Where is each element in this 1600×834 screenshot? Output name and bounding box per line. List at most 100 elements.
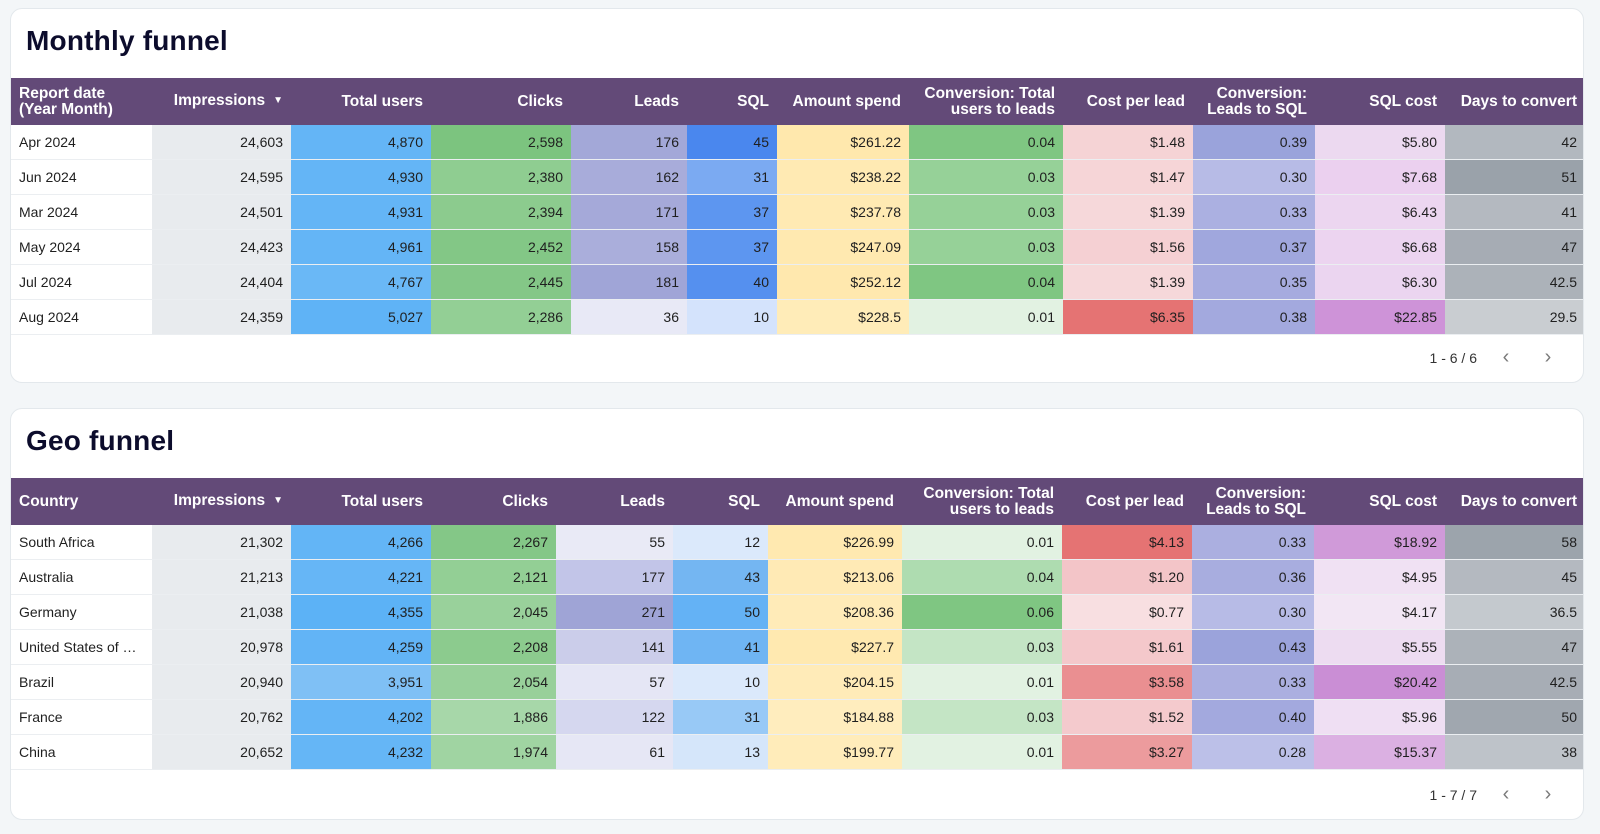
row-label-cell: Aug 2024	[11, 299, 152, 335]
column-header-report-date-year-month[interactable]: Report date (Year Month)	[11, 78, 152, 125]
value-cell-sql-cost: $5.80	[1315, 125, 1445, 160]
value-cell-sql: 37	[687, 194, 777, 230]
column-header-conversion-leads-to-sql[interactable]: Conversion: Leads to SQL	[1193, 78, 1315, 125]
sort-descending-icon[interactable]: ▼	[273, 94, 283, 106]
column-header-label: Country	[19, 492, 79, 510]
column-header-clicks[interactable]: Clicks	[431, 478, 556, 525]
table-row[interactable]: Aug 2024 24,359 5,027 2,286 36 10 $228.5 0.01 $6…	[11, 299, 1583, 335]
value-cell-conversion-total-users-to-leads: 0.03	[909, 229, 1063, 265]
value-cell-sql-cost: $18.92	[1314, 525, 1445, 560]
table-row[interactable]: Jul 2024 24,404 4,767 2,445 181 40 $252.12 0.04…	[11, 264, 1583, 300]
value-cell-amount-spend: $247.09	[777, 229, 909, 265]
previous-page-icon[interactable]: ‹	[1502, 783, 1510, 805]
column-header-sql-cost[interactable]: SQL cost	[1314, 478, 1445, 525]
column-header-sql[interactable]: SQL	[687, 78, 777, 125]
row-label-cell: Brazil	[11, 664, 152, 700]
value-cell-conversion-leads-to-sql: 0.36	[1192, 559, 1314, 595]
column-header-country[interactable]: Country	[11, 478, 152, 525]
monthly-pagination: 1 - 6 / 6 ‹ ›	[1430, 346, 1561, 369]
column-header-days-to-convert[interactable]: Days to convert	[1445, 78, 1583, 125]
value-cell-days-to-convert: 42.5	[1445, 664, 1583, 700]
column-header-amount-spend[interactable]: Amount spend	[777, 78, 909, 125]
table-row[interactable]: China 20,652 4,232 1,974 61 13 $199.77 0.01 $3.2…	[11, 734, 1583, 770]
value-cell-conversion-total-users-to-leads: 0.01	[902, 664, 1062, 700]
value-cell-leads: 176	[571, 125, 687, 160]
value-cell-conversion-total-users-to-leads: 0.03	[909, 159, 1063, 195]
table-row[interactable]: Mar 2024 24,501 4,931 2,394 171 37 $237.78 0.03…	[11, 194, 1583, 230]
column-header-sql-cost[interactable]: SQL cost	[1315, 78, 1445, 125]
column-header-total-users[interactable]: Total users	[291, 478, 431, 525]
column-header-impressions[interactable]: Impressions ▼	[152, 478, 291, 525]
row-label-cell: Mar 2024	[11, 194, 152, 230]
column-header-sql[interactable]: SQL	[673, 478, 768, 525]
value-cell-amount-spend: $213.06	[768, 559, 902, 595]
column-header-days-to-convert[interactable]: Days to convert	[1445, 478, 1583, 525]
column-header-label: Amount spend	[785, 492, 895, 510]
value-cell-days-to-convert: 50	[1445, 699, 1583, 735]
value-cell-leads: 158	[571, 229, 687, 265]
value-cell-leads: 271	[556, 594, 673, 630]
column-header-total-users[interactable]: Total users	[291, 78, 431, 125]
next-page-icon[interactable]: ›	[1544, 346, 1552, 368]
value-cell-cost-per-lead: $1.48	[1063, 125, 1193, 160]
monthly-funnel-table: Report date (Year Month) Impressions ▼ Tota…	[11, 78, 1583, 335]
value-cell-leads: 177	[556, 559, 673, 595]
column-header-label: SQL cost	[1369, 92, 1437, 110]
column-header-conversion-leads-to-sql[interactable]: Conversion: Leads to SQL	[1192, 478, 1314, 525]
column-header-cost-per-lead[interactable]: Cost per lead	[1062, 478, 1192, 525]
table-row[interactable]: May 2024 24,423 4,961 2,452 158 37 $247.09 0.03…	[11, 229, 1583, 265]
value-cell-sql: 43	[673, 559, 768, 595]
value-cell-total-users: 4,930	[291, 159, 431, 195]
value-cell-leads: 122	[556, 699, 673, 735]
value-cell-conversion-total-users-to-leads: 0.04	[909, 264, 1063, 300]
column-header-label: Cost per lead	[1085, 492, 1184, 510]
value-cell-amount-spend: $199.77	[768, 734, 902, 770]
column-header-conversion-total-users-to-leads[interactable]: Conversion: Total users to leads	[909, 78, 1063, 125]
table-row[interactable]: Apr 2024 24,603 4,870 2,598 176 45 $261.22 0.04…	[11, 125, 1583, 160]
column-header-clicks[interactable]: Clicks	[431, 78, 571, 125]
column-header-label: SQL	[737, 92, 769, 110]
column-header-leads[interactable]: Leads	[556, 478, 673, 525]
value-cell-amount-spend: $204.15	[768, 664, 902, 700]
value-cell-total-users: 3,951	[291, 664, 431, 700]
table-row[interactable]: United States of … 20,978 4,259 2,208 141 41 $…	[11, 629, 1583, 665]
table-row[interactable]: Germany 21,038 4,355 2,045 271 50 $208.36 0.06 $…	[11, 594, 1583, 630]
value-cell-cost-per-lead: $1.56	[1063, 229, 1193, 265]
column-header-label: Total users	[341, 92, 423, 110]
table-row[interactable]: Australia 21,213 4,221 2,121 177 43 $213.06 0.0…	[11, 559, 1583, 595]
value-cell-conversion-leads-to-sql: 0.38	[1193, 299, 1315, 335]
value-cell-conversion-leads-to-sql: 0.33	[1192, 525, 1314, 560]
table-row[interactable]: Brazil 20,940 3,951 2,054 57 10 $204.15 0.01 $3.…	[11, 664, 1583, 700]
value-cell-conversion-leads-to-sql: 0.43	[1192, 629, 1314, 665]
next-page-icon[interactable]: ›	[1544, 783, 1552, 805]
value-cell-conversion-total-users-to-leads: 0.06	[902, 594, 1062, 630]
value-cell-conversion-total-users-to-leads: 0.01	[902, 525, 1062, 560]
column-header-cost-per-lead[interactable]: Cost per lead	[1063, 78, 1193, 125]
value-cell-clicks: 2,445	[431, 264, 571, 300]
column-header-amount-spend[interactable]: Amount spend	[768, 478, 902, 525]
column-header-conversion-total-users-to-leads[interactable]: Conversion: Total users to leads	[902, 478, 1062, 525]
value-cell-amount-spend: $227.7	[768, 629, 902, 665]
value-cell-impressions: 20,940	[152, 664, 291, 700]
value-cell-cost-per-lead: $0.77	[1062, 594, 1192, 630]
value-cell-sql: 10	[687, 299, 777, 335]
value-cell-conversion-leads-to-sql: 0.33	[1193, 194, 1315, 230]
table-row[interactable]: South Africa 21,302 4,266 2,267 55 12 $226.99 0…	[11, 525, 1583, 560]
value-cell-conversion-leads-to-sql: 0.33	[1192, 664, 1314, 700]
value-cell-clicks: 2,452	[431, 229, 571, 265]
value-cell-days-to-convert: 36.5	[1445, 594, 1583, 630]
value-cell-sql: 45	[687, 125, 777, 160]
value-cell-total-users: 4,202	[291, 699, 431, 735]
column-header-label: Conversion: Leads to SQL	[1207, 84, 1307, 118]
value-cell-leads: 171	[571, 194, 687, 230]
table-row[interactable]: Jun 2024 24,595 4,930 2,380 162 31 $238.22 0.03…	[11, 159, 1583, 195]
column-header-label: Report date (Year Month)	[19, 84, 113, 118]
row-label-cell: Jul 2024	[11, 264, 152, 300]
column-header-impressions[interactable]: Impressions ▼	[152, 78, 291, 125]
sort-descending-icon[interactable]: ▼	[273, 494, 283, 506]
value-cell-sql-cost: $7.68	[1315, 159, 1445, 195]
table-row[interactable]: France 20,762 4,202 1,886 122 31 $184.88 0.03 $1…	[11, 699, 1583, 735]
column-header-leads[interactable]: Leads	[571, 78, 687, 125]
value-cell-impressions: 20,978	[152, 629, 291, 665]
previous-page-icon[interactable]: ‹	[1502, 346, 1510, 368]
